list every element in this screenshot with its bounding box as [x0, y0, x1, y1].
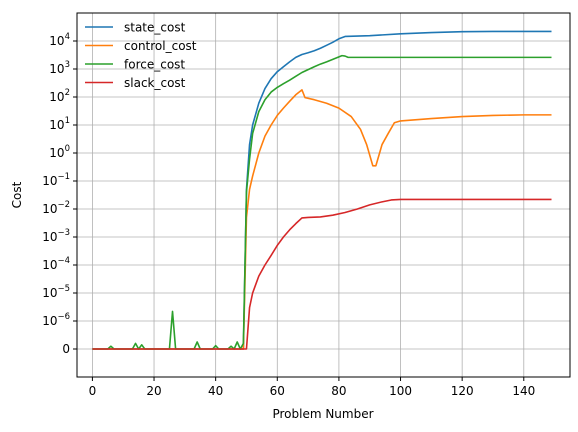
y-tick-label: 102: [49, 88, 70, 104]
series-line-state-cost: [92, 30, 552, 350]
y-tick-label: 103: [49, 60, 70, 76]
legend-label: state_cost: [124, 21, 186, 35]
x-tick-label: 40: [208, 384, 223, 398]
x-tick-label: 100: [389, 384, 412, 398]
x-tick-label: 60: [270, 384, 285, 398]
plot-frame: [76, 12, 571, 378]
y-tick-label: 100: [49, 144, 70, 160]
y-tick-label: 0: [62, 342, 70, 356]
legend-label: control_cost: [124, 39, 197, 53]
y-tick-label: 101: [49, 116, 70, 132]
y-tick-label: 10−1: [42, 172, 70, 188]
x-tick-label: 20: [146, 384, 161, 398]
y-tick-label: 10−6: [42, 312, 70, 328]
legend: state_cost control_cost force_cost slack_co…: [85, 21, 197, 90]
legend-label: force_cost: [124, 58, 185, 72]
x-tick-label: 140: [512, 384, 535, 398]
series-line-slack-cost: [92, 198, 552, 350]
y-tick-label: 10−5: [42, 284, 70, 300]
x-tick-label: 80: [331, 384, 346, 398]
legend-label: slack_cost: [124, 76, 186, 90]
x-axis-ticks: 0 20 40 60 80 100 120 140: [89, 377, 535, 398]
y-tick-label: 10−2: [42, 200, 70, 216]
y-axis-label: Cost: [10, 181, 24, 208]
y-tick-label: 104: [49, 32, 70, 48]
series-lines: [92, 30, 552, 350]
y-tick-label: 10−3: [42, 228, 70, 244]
y-axis-ticks: 0 10−6 10−5 10−4 10−3 10−2 10−1 100 101 102 103 104: [42, 32, 77, 356]
series-line-control-cost: [92, 89, 552, 350]
y-tick-label: 10−4: [42, 256, 70, 272]
x-tick-label: 120: [451, 384, 474, 398]
x-axis-label: Problem Number: [272, 407, 373, 421]
x-tick-label: 0: [89, 384, 97, 398]
